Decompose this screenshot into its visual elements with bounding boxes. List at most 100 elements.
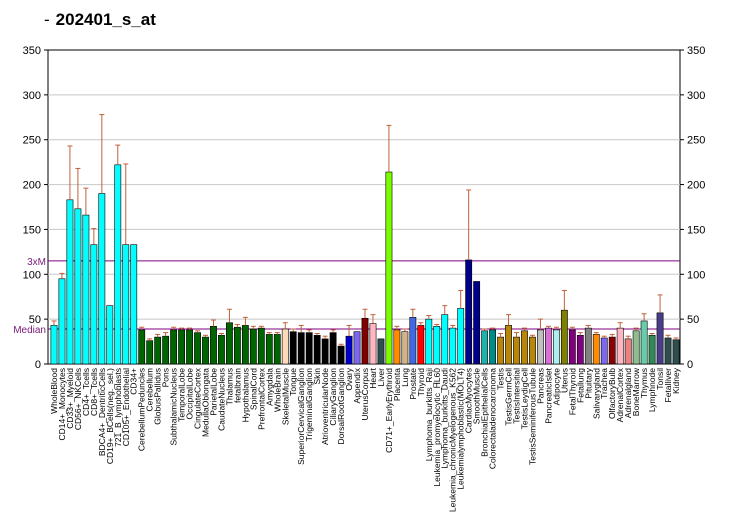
category-label: Adrenalgland	[623, 368, 633, 418]
bar	[513, 336, 520, 365]
bar	[154, 336, 162, 365]
category-label: FetalThyroid	[567, 368, 577, 416]
y-tick-label-left: 350	[23, 45, 41, 57]
category-label: CD34+	[129, 368, 139, 395]
bar	[433, 326, 441, 365]
y-tick-label-right: 100	[687, 269, 705, 281]
bar	[425, 318, 433, 365]
chart-title-text: 202401_s_at	[55, 10, 156, 29]
bar	[632, 330, 640, 365]
bar	[672, 339, 680, 365]
y-tick-label-right: 200	[687, 180, 705, 192]
bar	[241, 325, 249, 365]
category-label: Lymphnode	[647, 368, 657, 412]
category-label: SkeletalMuscle	[280, 368, 290, 425]
category-label: TestisIntersitial	[512, 368, 522, 424]
bar	[489, 329, 497, 365]
y-tick-label-right: 150	[687, 224, 705, 236]
category-label: AtrioventricularNode	[320, 368, 330, 445]
bar	[505, 325, 512, 365]
category-label: Fetalliver	[663, 368, 673, 403]
category-label: Pons	[161, 368, 171, 387]
category-label: PancreaticIslet	[543, 367, 553, 423]
bar	[353, 331, 361, 365]
bar	[186, 329, 193, 365]
category-label: Lymphoma_burkitts_Daudi	[440, 368, 450, 469]
bar	[289, 331, 297, 365]
category-label: CD71+_EarlyErythroid	[384, 368, 394, 453]
y-tick-label-left: 200	[23, 180, 41, 192]
category-label: UterusCorpus	[360, 368, 370, 420]
category-label: TestisLeydigCell	[519, 368, 529, 430]
bar	[321, 338, 329, 365]
category-label: ParietalLobe	[208, 368, 218, 416]
bar	[441, 314, 449, 365]
category-label: Colorectaladenocarcinoma	[488, 368, 498, 469]
category-label: Trachea	[599, 368, 609, 399]
category-label: CaudateNucleus	[216, 368, 226, 431]
bar	[265, 334, 273, 365]
bar	[233, 326, 241, 365]
bar	[545, 327, 552, 365]
bar	[226, 322, 233, 365]
bar	[138, 329, 146, 365]
bar	[529, 336, 536, 365]
bar	[624, 338, 632, 365]
category-label: Uterus	[559, 368, 569, 393]
category-label: Prostate	[408, 368, 418, 400]
bar	[393, 329, 401, 365]
category-label: Lymphoma_burkitts_Raji	[424, 368, 434, 461]
category-label: CD56+_NKCells	[73, 368, 83, 430]
category-label: OlfactoryBulb	[607, 368, 617, 419]
y-tick-label-right: 350	[687, 45, 705, 57]
bar	[305, 332, 313, 365]
bar	[521, 330, 528, 365]
bar	[178, 329, 185, 365]
category-label: DorsalRootGanglion	[336, 368, 346, 445]
bar	[210, 326, 217, 365]
category-label: SmoothMuscle	[472, 368, 482, 424]
plot-area	[47, 49, 681, 365]
y-tick-label-left: 150	[23, 224, 41, 236]
category-label: Liver	[376, 368, 386, 387]
category-label: CingulateCortex	[193, 367, 203, 429]
bar	[114, 164, 122, 365]
category-label: Thyroid	[416, 368, 426, 397]
bar	[664, 337, 672, 365]
bar	[616, 327, 624, 365]
category-label: Tongue	[288, 368, 298, 396]
category-label: Hypothalamus	[240, 368, 250, 422]
bar	[58, 278, 66, 365]
category-label: CardiacMyocytes	[464, 368, 474, 433]
category-label: Tonsil	[655, 368, 665, 390]
category-label: Lung	[400, 368, 410, 387]
bar	[361, 317, 369, 365]
bar	[50, 325, 58, 365]
y-tick-label-left: 0	[35, 359, 41, 371]
bar	[249, 328, 257, 365]
category-label: CD33+_Myeloid	[65, 368, 75, 429]
category-label: Amygdala	[264, 368, 274, 406]
bar	[281, 328, 289, 365]
category-label: BDCA4+_DentriticCells	[97, 368, 107, 456]
bar	[66, 199, 74, 365]
bar	[297, 332, 305, 365]
bar	[218, 334, 225, 365]
category-label: CD8+_Tcells	[89, 368, 99, 416]
y-tick-label-left: 300	[23, 90, 41, 102]
category-label: GlobusPallidus	[153, 368, 163, 425]
category-label: CD19+_BCells(neg._sel.)	[105, 368, 115, 464]
bar	[194, 332, 201, 365]
category-label: MedullaOblongata	[201, 368, 211, 437]
category-label: Ovary	[344, 367, 354, 390]
chart-title: -202401_s_at	[44, 10, 156, 29]
bar	[98, 193, 106, 365]
y-tick-label-right: 250	[687, 135, 705, 147]
category-label: TrigeminalGanglion	[304, 368, 314, 442]
bar	[162, 335, 170, 365]
bar	[90, 244, 98, 365]
bar	[640, 320, 648, 365]
bar	[74, 208, 82, 365]
category-label: TestisSeminiferousTubule	[527, 368, 537, 465]
reference-line-label: 3xM	[27, 257, 46, 268]
